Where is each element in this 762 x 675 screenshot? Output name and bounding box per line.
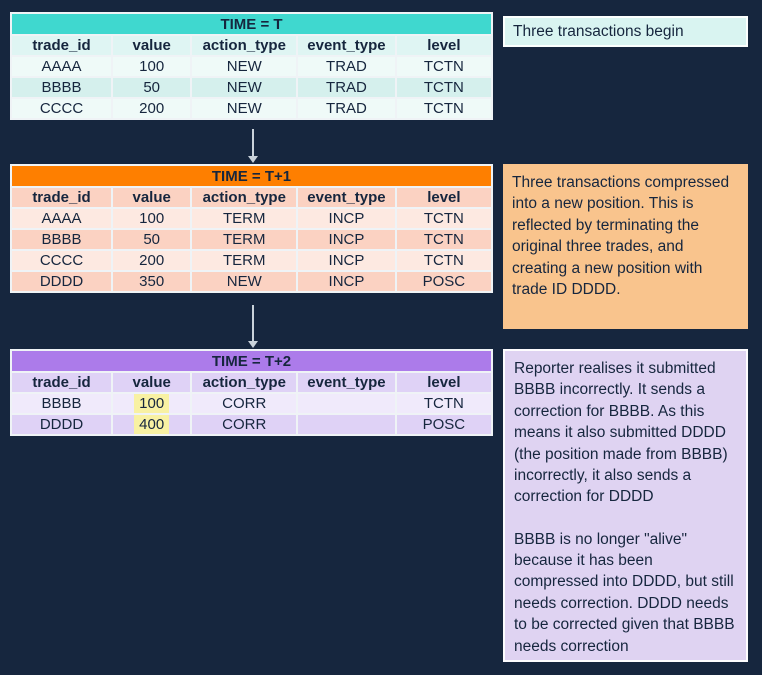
table-row-DDDD: DDDD 400 CORR POSC (10, 413, 494, 436)
cell-trade_id: DDDD (10, 270, 113, 293)
table-title-row: TIME = T+1 (10, 164, 493, 188)
arrow-down-icon (247, 129, 259, 163)
cell-action_type: CORR (190, 392, 299, 415)
cell-action_type: CORR (190, 413, 299, 436)
table-row-BBBB: BBBB 50 TERM INCP TCTN (10, 228, 494, 251)
column-header-row: trade_id value action_type event_type level (10, 186, 494, 209)
table-title-row: TIME = T+2 (10, 349, 493, 373)
table-body: AAAA 100 TERM INCP TCTN BBBB 50 TERM INCP TCTN CCC… (10, 207, 494, 293)
table-body: BBBB 100 CORR TCTN DDDD 400 CORR POSC (10, 392, 494, 436)
table-row-CCCC: CCCC 200 TERM INCP TCTN (10, 249, 494, 272)
cell-value: 400 (110, 413, 193, 436)
cell-value: 100 (110, 392, 193, 415)
cell-level: TCTN (394, 55, 494, 78)
cell-level: TCTN (394, 97, 494, 120)
note-paragraph: Three transactions begin (513, 23, 684, 40)
table-row-AAAA: AAAA 100 TERM INCP TCTN (10, 207, 494, 230)
cell-trade_id: CCCC (10, 249, 113, 272)
cell-value: 100 (110, 55, 193, 78)
cell-event_type: INCP (296, 270, 397, 293)
cell-event_type: TRAD (296, 76, 397, 99)
note-paragraph: Three transactions compressed into a new… (512, 174, 730, 298)
cell-event_type: INCP (296, 207, 397, 230)
table-body: AAAA 100 NEW TRAD TCTN BBBB 50 NEW TRAD TCTN CCCC 2… (10, 55, 494, 120)
cell-action_type: NEW (190, 76, 299, 99)
cell-level: TCTN (394, 228, 494, 251)
table-time-t: TIME = T trade_id value action_type event_t… (10, 12, 494, 120)
column-header-value: value (110, 34, 193, 57)
value-highlight: 100 (134, 395, 170, 412)
cell-value: 50 (110, 76, 193, 99)
cell-event_type (296, 413, 397, 436)
column-header-event_type: event_type (296, 186, 397, 209)
cell-event_type: INCP (296, 249, 397, 272)
column-header-level: level (394, 371, 494, 394)
cell-trade_id: DDDD (10, 413, 113, 436)
table-time-t1: TIME = T+1 trade_id value action_type event… (10, 164, 494, 293)
note-time-t2: Reporter realises it submitted BBBB inco… (503, 349, 748, 662)
cell-action_type: TERM (190, 207, 299, 230)
note-paragraph: Reporter realises it submitted BBBB inco… (514, 360, 728, 506)
column-header-action_type: action_type (190, 186, 299, 209)
column-header-row: trade_id value action_type event_type level (10, 371, 494, 394)
value-highlight: 400 (134, 416, 170, 433)
table-title-row: TIME = T (10, 12, 493, 36)
cell-value: 50 (110, 228, 193, 251)
cell-trade_id: AAAA (10, 207, 113, 230)
table-row-CCCC: CCCC 200 NEW TRAD TCTN (10, 97, 494, 120)
column-header-trade_id: trade_id (10, 371, 113, 394)
cell-trade_id: AAAA (10, 55, 113, 78)
note-paragraph: BBBB is no longer "alive" because it has… (514, 530, 735, 655)
note-time-t: Three transactions begin (503, 16, 748, 47)
note-time-t1: Three transactions compressed into a new… (503, 164, 748, 329)
cell-level: TCTN (394, 249, 494, 272)
column-header-trade_id: trade_id (10, 34, 113, 57)
cell-level: POSC (394, 413, 494, 436)
column-header-event_type: event_type (296, 34, 397, 57)
column-header-level: level (394, 186, 494, 209)
column-header-level: level (394, 34, 494, 57)
cell-level: TCTN (394, 392, 494, 415)
cell-action_type: NEW (190, 97, 299, 120)
cell-trade_id: BBBB (10, 392, 113, 415)
cell-trade_id: BBBB (10, 76, 113, 99)
table-row-DDDD: DDDD 350 NEW INCP POSC (10, 270, 494, 293)
cell-value: 200 (110, 97, 193, 120)
cell-event_type: TRAD (296, 97, 397, 120)
cell-level: TCTN (394, 76, 494, 99)
cell-value: 200 (110, 249, 193, 272)
arrow-down-icon (247, 305, 259, 348)
column-header-trade_id: trade_id (10, 186, 113, 209)
cell-event_type: TRAD (296, 55, 397, 78)
column-header-event_type: event_type (296, 371, 397, 394)
table-time-t2: TIME = T+2 trade_id value action_type event… (10, 349, 494, 436)
cell-action_type: TERM (190, 228, 299, 251)
column-header-action_type: action_type (190, 34, 299, 57)
cell-trade_id: BBBB (10, 228, 113, 251)
column-header-value: value (110, 186, 193, 209)
cell-action_type: NEW (190, 270, 299, 293)
cell-action_type: NEW (190, 55, 299, 78)
cell-trade_id: CCCC (10, 97, 113, 120)
column-header-action_type: action_type (190, 371, 299, 394)
cell-value: 100 (110, 207, 193, 230)
table-title: TIME = T+2 (10, 349, 493, 373)
cell-level: POSC (394, 270, 494, 293)
table-row-AAAA: AAAA 100 NEW TRAD TCTN (10, 55, 494, 78)
cell-value: 350 (110, 270, 193, 293)
cell-event_type: INCP (296, 228, 397, 251)
cell-event_type (296, 392, 397, 415)
cell-level: TCTN (394, 207, 494, 230)
column-header-row: trade_id value action_type event_type level (10, 34, 494, 57)
table-row-BBBB: BBBB 50 NEW TRAD TCTN (10, 76, 494, 99)
table-title: TIME = T+1 (10, 164, 493, 188)
column-header-value: value (110, 371, 193, 394)
table-title: TIME = T (10, 12, 493, 36)
table-row-BBBB: BBBB 100 CORR TCTN (10, 392, 494, 415)
cell-action_type: TERM (190, 249, 299, 272)
